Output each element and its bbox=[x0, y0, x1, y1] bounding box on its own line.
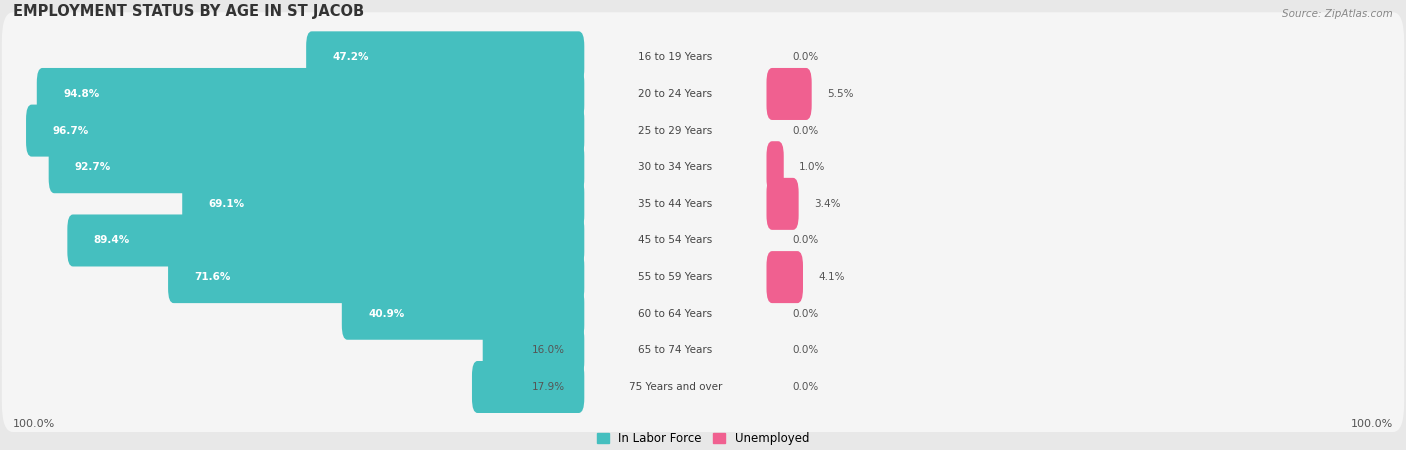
Text: 16 to 19 Years: 16 to 19 Years bbox=[638, 52, 713, 63]
FancyBboxPatch shape bbox=[37, 68, 585, 120]
Text: 5.5%: 5.5% bbox=[827, 89, 853, 99]
Text: 0.0%: 0.0% bbox=[793, 52, 818, 63]
FancyBboxPatch shape bbox=[1, 12, 1405, 103]
FancyBboxPatch shape bbox=[1, 232, 1405, 322]
Text: 16.0%: 16.0% bbox=[531, 345, 565, 356]
Text: 1.0%: 1.0% bbox=[799, 162, 825, 172]
Text: 0.0%: 0.0% bbox=[793, 309, 818, 319]
Text: 0.0%: 0.0% bbox=[793, 126, 818, 135]
FancyBboxPatch shape bbox=[766, 251, 803, 303]
FancyBboxPatch shape bbox=[183, 178, 585, 230]
FancyBboxPatch shape bbox=[49, 141, 585, 193]
FancyBboxPatch shape bbox=[342, 288, 585, 340]
Text: 4.1%: 4.1% bbox=[818, 272, 845, 282]
Legend: In Labor Force, Unemployed: In Labor Force, Unemployed bbox=[592, 427, 814, 450]
FancyBboxPatch shape bbox=[1, 159, 1405, 249]
Text: 92.7%: 92.7% bbox=[75, 162, 111, 172]
Text: 0.0%: 0.0% bbox=[793, 345, 818, 356]
Text: 60 to 64 Years: 60 to 64 Years bbox=[638, 309, 713, 319]
Text: 75 Years and over: 75 Years and over bbox=[628, 382, 723, 392]
Text: 45 to 54 Years: 45 to 54 Years bbox=[638, 235, 713, 246]
FancyBboxPatch shape bbox=[1, 305, 1405, 396]
Text: 94.8%: 94.8% bbox=[63, 89, 100, 99]
Text: 100.0%: 100.0% bbox=[1351, 418, 1393, 428]
Text: 0.0%: 0.0% bbox=[793, 235, 818, 246]
Text: 35 to 44 Years: 35 to 44 Years bbox=[638, 199, 713, 209]
FancyBboxPatch shape bbox=[67, 215, 585, 266]
Text: 69.1%: 69.1% bbox=[208, 199, 245, 209]
Text: EMPLOYMENT STATUS BY AGE IN ST JACOB: EMPLOYMENT STATUS BY AGE IN ST JACOB bbox=[13, 4, 364, 19]
FancyBboxPatch shape bbox=[27, 104, 585, 157]
FancyBboxPatch shape bbox=[1, 49, 1405, 139]
Text: 3.4%: 3.4% bbox=[814, 199, 841, 209]
FancyBboxPatch shape bbox=[766, 141, 783, 193]
FancyBboxPatch shape bbox=[1, 269, 1405, 359]
FancyBboxPatch shape bbox=[766, 178, 799, 230]
FancyBboxPatch shape bbox=[1, 195, 1405, 286]
Text: 47.2%: 47.2% bbox=[332, 52, 368, 63]
FancyBboxPatch shape bbox=[766, 68, 811, 120]
Text: 40.9%: 40.9% bbox=[368, 309, 405, 319]
Text: 71.6%: 71.6% bbox=[194, 272, 231, 282]
Text: 17.9%: 17.9% bbox=[531, 382, 565, 392]
Text: 30 to 34 Years: 30 to 34 Years bbox=[638, 162, 713, 172]
Text: 55 to 59 Years: 55 to 59 Years bbox=[638, 272, 713, 282]
Text: 0.0%: 0.0% bbox=[793, 382, 818, 392]
FancyBboxPatch shape bbox=[482, 324, 585, 376]
FancyBboxPatch shape bbox=[1, 122, 1405, 212]
FancyBboxPatch shape bbox=[169, 251, 585, 303]
Text: 65 to 74 Years: 65 to 74 Years bbox=[638, 345, 713, 356]
Text: 100.0%: 100.0% bbox=[13, 418, 55, 428]
FancyBboxPatch shape bbox=[1, 86, 1405, 176]
Text: 89.4%: 89.4% bbox=[94, 235, 129, 246]
FancyBboxPatch shape bbox=[472, 361, 585, 413]
FancyBboxPatch shape bbox=[307, 32, 585, 83]
Text: 96.7%: 96.7% bbox=[52, 126, 89, 135]
FancyBboxPatch shape bbox=[1, 342, 1405, 432]
Text: 20 to 24 Years: 20 to 24 Years bbox=[638, 89, 713, 99]
Text: Source: ZipAtlas.com: Source: ZipAtlas.com bbox=[1282, 9, 1393, 19]
Text: 25 to 29 Years: 25 to 29 Years bbox=[638, 126, 713, 135]
